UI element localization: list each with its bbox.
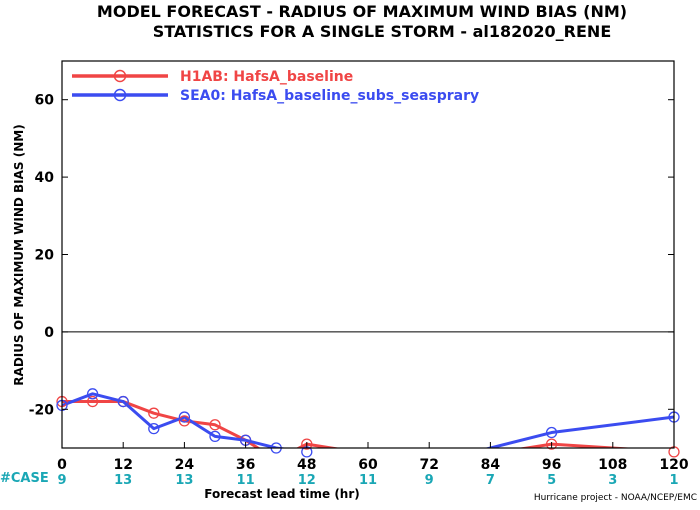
case-count: 11	[237, 473, 255, 488]
chart-title-line1: MODEL FORECAST - RADIUS OF MAXIMUM WIND …	[97, 2, 627, 21]
data-point	[86, 395, 99, 408]
data-point	[301, 438, 313, 450]
data-point	[148, 422, 160, 435]
case-label: #CASE	[0, 471, 49, 486]
x-tick-label: 96	[542, 457, 561, 473]
credit-text: Hurricane project - NOAA/NCEP/EMC	[534, 493, 697, 503]
y-tick-label: 0	[44, 325, 54, 341]
case-count: 9	[425, 473, 434, 488]
case-count: 9	[57, 473, 66, 488]
data-point	[178, 411, 191, 423]
y-tick-label: 20	[35, 248, 55, 264]
case-count: 12	[298, 473, 316, 488]
legend: H1AB: HafsA_baseline SEA0: HafsA_baseline…	[72, 69, 479, 104]
case-count: 1	[669, 473, 678, 488]
y-tick-label: 40	[35, 170, 55, 186]
x-axis-label: Forecast lead time (hr)	[204, 487, 360, 501]
case-count: 13	[114, 473, 132, 488]
data-point	[148, 407, 160, 419]
legend-entry-label: H1AB: HafsA_baseline	[180, 69, 353, 85]
y-tick-label: -20	[29, 402, 55, 418]
legend-entry-label: SEA0: HafsA_baseline_subs_seasprary	[180, 88, 479, 104]
series-layer	[62, 392, 674, 448]
series-line-1	[62, 400, 637, 448]
y-axis-label: RADIUS OF MAXIMUM WIND BIAS (NM)	[12, 124, 26, 385]
data-point	[545, 426, 558, 439]
x-tick-label: 108	[598, 457, 627, 473]
case-count: 7	[486, 473, 495, 488]
x-tick-label: 48	[297, 457, 316, 473]
data-point	[209, 430, 221, 443]
chart-title-line2: STATISTICS FOR A SINGLE STORM - al182020…	[153, 22, 612, 41]
data-point	[178, 415, 191, 427]
case-count: 5	[547, 473, 556, 488]
legend-marker	[113, 69, 127, 83]
x-tick-label: 60	[358, 457, 378, 473]
x-tick-label: 36	[236, 457, 255, 473]
x-tick-label: 0	[57, 457, 67, 473]
series-line-2	[62, 392, 674, 448]
data-point	[117, 395, 129, 408]
plot-frame	[61, 60, 675, 449]
legend-marker	[113, 88, 127, 102]
x-tick-label: 120	[659, 457, 688, 473]
case-count: 11	[359, 473, 377, 488]
x-tick-label: 72	[419, 457, 438, 473]
data-point	[86, 388, 99, 400]
data-point	[209, 419, 221, 431]
case-count: 3	[608, 473, 617, 488]
x-tick-label: 24	[175, 457, 195, 473]
axis-ticks: 091213241336114812601172984796510831201-…	[29, 93, 689, 488]
y-tick-label: 60	[35, 93, 55, 109]
x-tick-label: 84	[481, 457, 501, 473]
case-count: 13	[175, 473, 193, 488]
data-point	[545, 438, 558, 450]
x-tick-label: 12	[113, 457, 132, 473]
